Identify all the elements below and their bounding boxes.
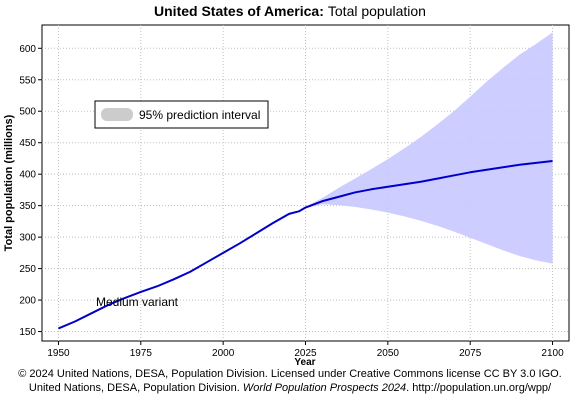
y-axis-label: Total population (millions) — [3, 114, 15, 251]
x-tick-label: 2050 — [377, 348, 400, 359]
y-tick-label: 400 — [19, 170, 36, 181]
chart-title-country: United States of America — [154, 3, 319, 19]
x-tick-label: 1950 — [47, 348, 70, 359]
prediction-band-layer — [298, 32, 553, 264]
legend: 95% prediction interval — [94, 100, 269, 129]
medium-variant-line — [58, 159, 553, 330]
copyright-line: © 2024 United Nations, DESA, Population … — [18, 368, 562, 380]
x-tick-label: 2025 — [294, 348, 317, 359]
y-tick-label: 250 — [19, 264, 36, 275]
x-tick-label: 2000 — [212, 348, 235, 359]
axes: 1950 1975 2000 2025 2050 2075 2100 150 200 250 300… — [19, 44, 564, 359]
x-tick-label: 1975 — [130, 348, 153, 359]
chart-title-subject: Total population — [328, 3, 426, 19]
y-tick-label: 350 — [19, 201, 36, 212]
median-line-layer — [58, 159, 553, 330]
y-tick-label: 150 — [19, 327, 36, 338]
citation-pre: United Nations, DESA, Population Divisio… — [28, 382, 240, 394]
y-tick-label: 300 — [19, 233, 36, 244]
citation-post: . http://population.un.org/wpp/ — [406, 382, 552, 394]
chart-title: United States of America: Total populatio… — [154, 3, 426, 19]
citation-title: World Population Prospects 2024 — [242, 382, 407, 394]
y-tick-label: 600 — [19, 44, 36, 55]
x-axis-label: Year — [294, 357, 315, 368]
prediction-band — [298, 32, 553, 264]
x-tick-label: 2100 — [541, 348, 564, 359]
y-tick-label: 550 — [19, 75, 36, 86]
legend-label: 95% prediction interval — [139, 108, 260, 122]
chart-title-separator: : — [319, 3, 324, 19]
y-tick-label: 500 — [19, 107, 36, 118]
y-tick-label: 200 — [19, 296, 36, 307]
medium-variant-annotation: Medium variant — [96, 295, 179, 309]
y-tick-label: 450 — [19, 138, 36, 149]
x-tick-label: 2075 — [459, 348, 482, 359]
legend-swatch — [101, 108, 133, 121]
citation-line: United Nations, DESA, Population Divisio… — [0, 381, 580, 395]
